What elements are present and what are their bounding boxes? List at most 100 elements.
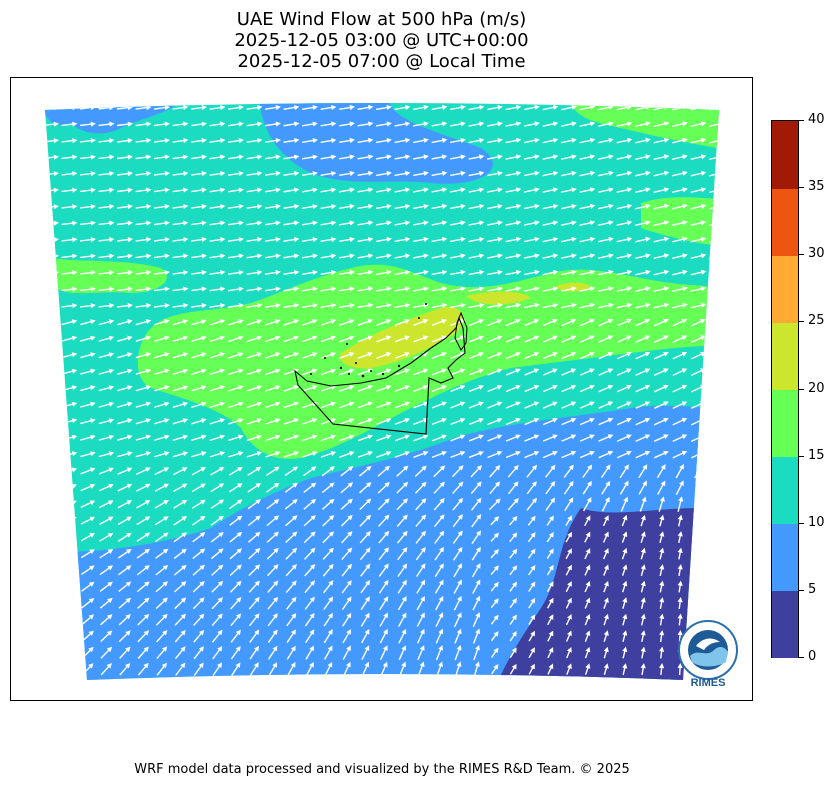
- wind-arrow: [696, 531, 702, 544]
- wind-arrow: [621, 514, 628, 527]
- wind-arrow: [398, 645, 407, 661]
- wind-arrow: [653, 302, 670, 309]
- wind-arrow: [246, 104, 263, 111]
- wind-arrow: [431, 335, 447, 343]
- wind-arrow: [616, 450, 632, 459]
- wind-arrow: [229, 531, 243, 543]
- wind-arrow: [672, 154, 688, 161]
- wind-arrow: [227, 121, 244, 127]
- wind-arrow: [320, 187, 337, 193]
- wind-arrow: [156, 662, 167, 676]
- wind-arrow: [357, 187, 374, 193]
- wind-arrow: [542, 137, 559, 144]
- wind-arrow: [489, 481, 501, 495]
- wind-arrow: [488, 498, 501, 511]
- wind-arrow: [342, 645, 351, 660]
- wind-arrow: [394, 401, 411, 409]
- wind-arrow: [155, 597, 168, 609]
- wind-arrow: [209, 319, 226, 326]
- wind-arrow: [209, 104, 226, 111]
- wind-arrow: [172, 187, 189, 193]
- wind-arrow: [454, 628, 462, 644]
- coastal-islands: [310, 303, 427, 378]
- wind-arrow: [235, 678, 241, 680]
- wind-arrow: [172, 401, 189, 408]
- wind-arrow: [431, 236, 448, 243]
- wind-arrow: [658, 679, 665, 680]
- wind-arrow: [635, 417, 651, 426]
- wind-arrow: [431, 187, 448, 193]
- wind-arrow: [192, 548, 206, 560]
- wind-arrow: [172, 105, 189, 111]
- wind-arrow: [415, 547, 426, 561]
- wind-arrow: [468, 269, 485, 276]
- colorbar-tick: [799, 187, 804, 189]
- wind-arrow: [598, 318, 614, 327]
- wind-arrow: [172, 335, 189, 342]
- wind-arrow: [487, 121, 503, 127]
- wind-arrow: [452, 481, 464, 494]
- wind-arrow: [653, 318, 669, 327]
- wind-arrow: [211, 629, 223, 643]
- wind-arrow: [266, 547, 279, 560]
- wind-arrow: [524, 401, 540, 409]
- wind-arrow: [135, 352, 152, 359]
- wind-arrow: [210, 548, 224, 560]
- wind-arrow: [248, 613, 260, 627]
- wind-arrow: [338, 121, 355, 127]
- wind-arrow: [453, 595, 462, 611]
- wind-arrow: [338, 253, 355, 259]
- wind-arrow: [450, 154, 466, 160]
- wind-arrow: [210, 515, 224, 526]
- wind-arrow: [227, 302, 244, 309]
- wind-arrow: [672, 417, 688, 426]
- wind-arrow: [635, 236, 651, 243]
- wind-arrow: [672, 335, 688, 343]
- wind-arrow: [303, 547, 316, 560]
- wind-arrow: [265, 401, 281, 409]
- wind-arrow: [98, 368, 115, 375]
- wind-arrow: [616, 269, 633, 276]
- wind-arrow: [542, 351, 558, 360]
- wind-arrow: [709, 318, 719, 327]
- wind-arrow: [450, 450, 466, 459]
- wind-arrow: [69, 679, 75, 680]
- wind-arrow: [712, 463, 719, 479]
- wind-arrow: [357, 253, 374, 259]
- wind-arrow: [542, 236, 559, 243]
- wind-arrow: [653, 269, 670, 276]
- wind-arrow: [547, 614, 554, 626]
- wind-arrow: [135, 237, 152, 243]
- wind-arrow: [468, 137, 485, 144]
- wind-arrow: [640, 613, 646, 626]
- wind-arrow: [616, 137, 633, 144]
- wind-arrow: [653, 236, 670, 243]
- wind-arrow: [45, 418, 59, 425]
- wind-arrow: [62, 565, 77, 575]
- wind-arrow: [468, 286, 485, 292]
- wind-arrow: [690, 187, 707, 194]
- wind-arrow: [304, 596, 315, 610]
- wind-arrow: [99, 565, 114, 576]
- wind-arrow: [172, 418, 189, 425]
- wind-arrow: [302, 352, 318, 359]
- wind-arrow: [191, 368, 207, 376]
- wind-arrow: [474, 677, 480, 680]
- wind-arrow: [566, 646, 572, 659]
- wind-arrow: [375, 121, 392, 127]
- wind-arrow: [672, 253, 688, 260]
- wind-arrow: [490, 598, 499, 609]
- wind-arrow: [377, 498, 390, 511]
- wind-arrow: [376, 352, 392, 359]
- wind-arrow: [672, 170, 688, 177]
- wind-arrow: [690, 236, 707, 243]
- wind-arrow: [359, 498, 372, 511]
- wind-arrow: [51, 679, 57, 680]
- wind-arrow: [635, 187, 651, 193]
- wind-arrow: [191, 335, 207, 343]
- wind-arrow: [659, 531, 665, 543]
- wind-arrow: [468, 187, 485, 193]
- wind-arrow: [450, 302, 466, 309]
- wind-arrow: [173, 516, 188, 526]
- wind-arrow: [394, 385, 411, 392]
